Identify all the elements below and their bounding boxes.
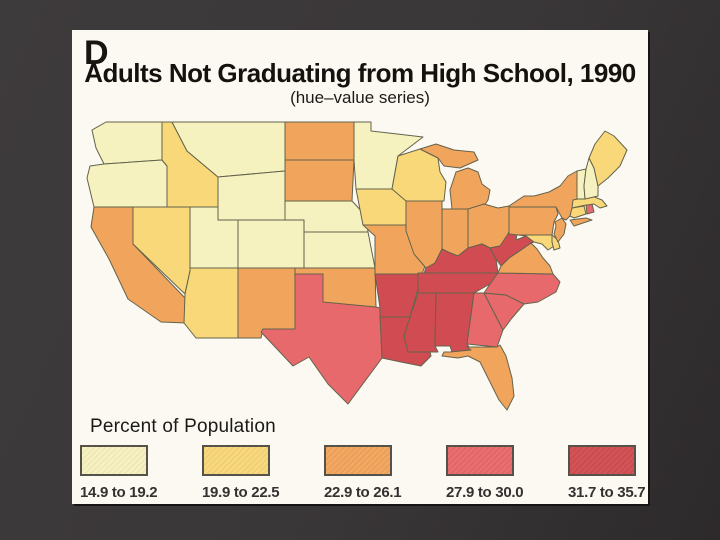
map-title: Adults Not Graduating from High School, … bbox=[84, 58, 636, 88]
state-oregon bbox=[86, 159, 168, 208]
state-wyoming bbox=[217, 170, 286, 221]
legend-range-label-5: 31.7 to 35.7 bbox=[568, 484, 646, 501]
legend-item-class-2: 19.9 to 22.5 bbox=[202, 445, 280, 501]
legend-swatch-class-3 bbox=[324, 445, 392, 476]
state-michigan-upper-peninsula bbox=[419, 143, 479, 169]
state-north-dakota bbox=[284, 121, 357, 161]
state-tennessee bbox=[417, 272, 499, 294]
state-colorado bbox=[237, 219, 305, 269]
state-washington bbox=[91, 121, 163, 165]
legend-title: Percent of Population bbox=[90, 416, 276, 437]
legend-swatch-class-4 bbox=[446, 445, 514, 476]
state-pennsylvania bbox=[508, 206, 559, 236]
slide-panel: D Adults Not Graduating from High School… bbox=[72, 30, 648, 504]
state-texas bbox=[260, 273, 383, 405]
legend-swatch-class-5 bbox=[568, 445, 636, 476]
state-arizona bbox=[183, 267, 239, 339]
legend-item-class-5: 31.7 to 35.7 bbox=[568, 445, 646, 501]
state-new-york-long-island bbox=[569, 217, 593, 227]
state-indiana bbox=[441, 208, 469, 257]
state-maine bbox=[588, 130, 628, 187]
state-kansas bbox=[303, 231, 376, 269]
legend-range-label-1: 14.9 to 19.2 bbox=[80, 484, 158, 501]
legend-swatch-class-2 bbox=[202, 445, 270, 476]
state-new-jersey bbox=[553, 217, 567, 243]
state-florida bbox=[441, 344, 515, 411]
legend-range-label-4: 27.9 to 30.0 bbox=[446, 484, 524, 501]
state-new-mexico bbox=[237, 267, 296, 339]
legend-range-label-2: 19.9 to 22.5 bbox=[202, 484, 280, 501]
legend-item-class-4: 27.9 to 30.0 bbox=[446, 445, 524, 501]
legend-range-label-3: 22.9 to 26.1 bbox=[324, 484, 402, 501]
state-georgia bbox=[466, 292, 504, 348]
legend-swatch-class-1 bbox=[80, 445, 148, 476]
state-north-carolina bbox=[483, 272, 561, 305]
state-michigan bbox=[449, 167, 491, 210]
map-subtitle: (hue–value series) bbox=[290, 88, 430, 107]
state-south-dakota bbox=[284, 159, 355, 202]
legend-item-class-3: 22.9 to 26.1 bbox=[324, 445, 402, 501]
us-choropleth-map bbox=[86, 121, 628, 411]
panel-label: D bbox=[84, 34, 109, 72]
legend-item-class-1: 14.9 to 19.2 bbox=[80, 445, 158, 501]
state-rhode-island bbox=[585, 203, 595, 215]
